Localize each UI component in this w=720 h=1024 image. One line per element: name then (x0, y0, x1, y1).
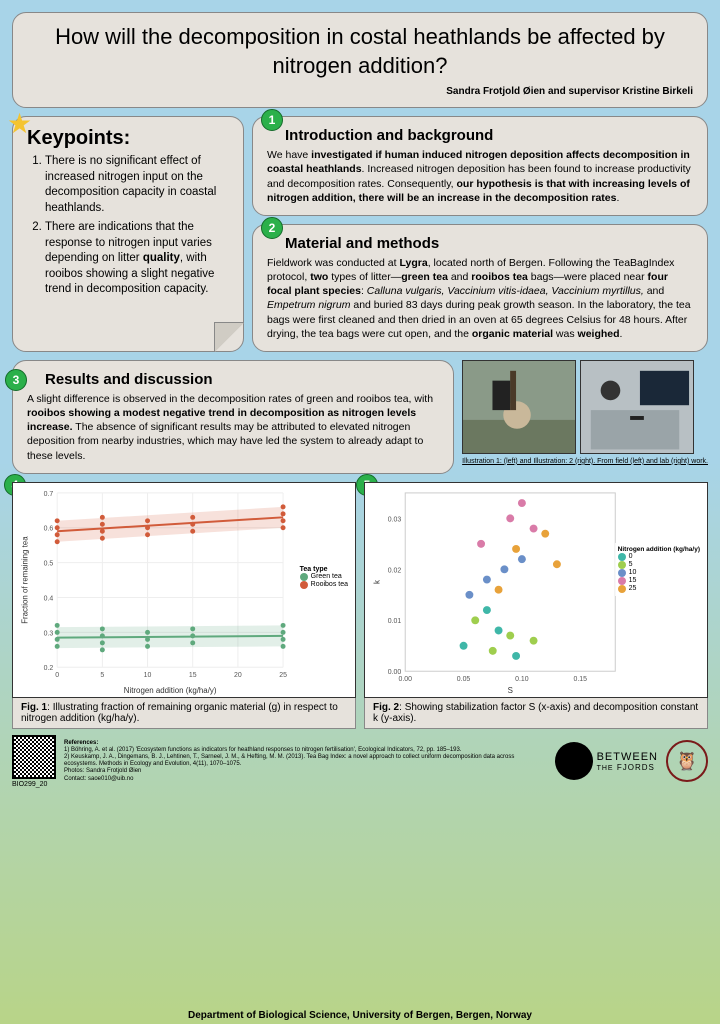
svg-text:0.3: 0.3 (44, 630, 54, 637)
top-row: ★ Keypoints: There is no significant eff… (12, 116, 708, 352)
intro-heading: Introduction and background (285, 127, 693, 144)
keypoint-1: There is no significant effect of increa… (45, 154, 229, 216)
charts-row: 4 05101520250.20.30.40.50.60.7Nitrogen a… (12, 482, 708, 729)
logo-circle-icon (555, 742, 593, 780)
field-photo (462, 360, 576, 454)
svg-text:15: 15 (189, 672, 197, 679)
results-box: 3 Results and discussion A slight differ… (12, 360, 454, 474)
svg-text:0.15: 0.15 (574, 676, 588, 683)
ref-2: 2) Keuskamp, J. A., Dingemans, B. J., Le… (64, 754, 547, 768)
between-fjords-logo: BETWEEN THE FJORDS (555, 742, 658, 780)
intro-text: We have investigated if human induced ni… (267, 148, 693, 205)
contact: Contact: saoe010@uib.no (64, 776, 547, 783)
svg-text:25: 25 (279, 672, 287, 679)
svg-text:k: k (372, 580, 381, 584)
poster-title: How will the decomposition in costal hea… (27, 23, 693, 80)
methods-heading: Material and methods (285, 235, 693, 252)
badge-2: 2 (261, 217, 283, 239)
svg-text:S: S (508, 686, 513, 695)
keypoints-heading: Keypoints: (27, 127, 229, 150)
fig1-legend: Tea type Green teaRooibos tea (297, 563, 351, 592)
svg-text:0.7: 0.7 (44, 491, 54, 498)
photo-caption: Illustration 1: (left) and Illustration:… (462, 458, 708, 465)
svg-text:0.2: 0.2 (44, 665, 54, 672)
results-row: 3 Results and discussion A slight differ… (12, 360, 708, 474)
methods-text: Fieldwork was conducted at Lygra, locate… (267, 256, 693, 341)
svg-text:0.00: 0.00 (388, 669, 402, 676)
fig2-chart: 0.00 0.05 0.10 0.15 0.00 0.01 0.02 0.03 Sk Nitro… (364, 482, 708, 698)
photos-col: Illustration 1: (left) and Illustration:… (462, 360, 708, 474)
svg-text:0.01: 0.01 (388, 618, 402, 625)
star-icon: ★ (7, 107, 32, 140)
svg-text:Nitrogen addition (kg/ha/y): Nitrogen addition (kg/ha/y) (124, 686, 217, 695)
footer: BIO299_20 References: 1) Böhring, A. et … (12, 735, 708, 788)
results-heading: Results and discussion (45, 371, 439, 388)
intro-methods-col: 1 Introduction and background We have in… (252, 116, 708, 352)
fig2-caption: Fig. 2: Showing stabilization factor S (… (364, 698, 708, 729)
keypoints-box: ★ Keypoints: There is no significant eff… (12, 116, 244, 352)
lab-photo (580, 360, 694, 454)
title-section: How will the decomposition in costal hea… (12, 12, 708, 108)
fig2-box: 5 0.000.050.100.150.000.010.020.03Sk Nit… (364, 482, 708, 729)
photo-credit: Photos: Sandra Frotjold Øien (64, 768, 547, 775)
keypoints-list: There is no significant effect of increa… (27, 154, 229, 298)
svg-text:0.6: 0.6 (44, 526, 54, 533)
svg-text:0.00: 0.00 (398, 676, 412, 683)
fig1-box: 4 05101520250.20.30.40.50.60.7Nitrogen a… (12, 482, 356, 729)
qr-and-course: BIO299_20 (12, 735, 56, 788)
fig1-chart: 0 5 10 15 20 25 0.2 0.3 0.4 0.5 0.6 0.7 Nitrogen add… (12, 482, 356, 698)
references: References: 1) Böhring, A. et al. (2017)… (64, 740, 547, 783)
svg-text:0.4: 0.4 (44, 595, 54, 602)
svg-text:0: 0 (55, 672, 59, 679)
fig2-legend: Nitrogen addition (kg/ha/y) 05101525 (615, 543, 703, 596)
ref-1: 1) Böhring, A. et al. (2017) 'Ecosystem … (64, 747, 547, 754)
university-logo-icon: 🦉 (666, 740, 708, 782)
logo-text: BETWEEN THE FJORDS (597, 751, 658, 772)
badge-3: 3 (5, 369, 27, 391)
department-bar: Department of Biological Science, Univer… (0, 1007, 720, 1024)
qr-code-icon (12, 735, 56, 779)
svg-text:0.02: 0.02 (388, 567, 402, 574)
results-text: A slight difference is observed in the d… (27, 392, 439, 463)
svg-text:0.05: 0.05 (457, 676, 471, 683)
badge-1: 1 (261, 109, 283, 131)
svg-text:5: 5 (100, 672, 104, 679)
authors: Sandra Frotjold Øien and supervisor Kris… (27, 86, 693, 97)
photo-pair (462, 360, 708, 454)
keypoint-2: There are indications that the response … (45, 220, 229, 298)
course-code: BIO299_20 (12, 781, 56, 788)
intro-box: 1 Introduction and background We have in… (252, 116, 708, 216)
refs-label: References: (64, 740, 547, 747)
svg-text:20: 20 (234, 672, 242, 679)
fig1-caption: Fig. 1: Illustrating fraction of remaini… (12, 698, 356, 729)
methods-box: 2 Material and methods Fieldwork was con… (252, 224, 708, 352)
svg-text:10: 10 (144, 672, 152, 679)
svg-text:0.10: 0.10 (515, 676, 529, 683)
page-fold-icon (214, 322, 244, 352)
svg-text:0.5: 0.5 (44, 560, 54, 567)
svg-text:Fraction of remaining tea: Fraction of remaining tea (20, 536, 29, 624)
svg-text:0.03: 0.03 (388, 516, 402, 523)
